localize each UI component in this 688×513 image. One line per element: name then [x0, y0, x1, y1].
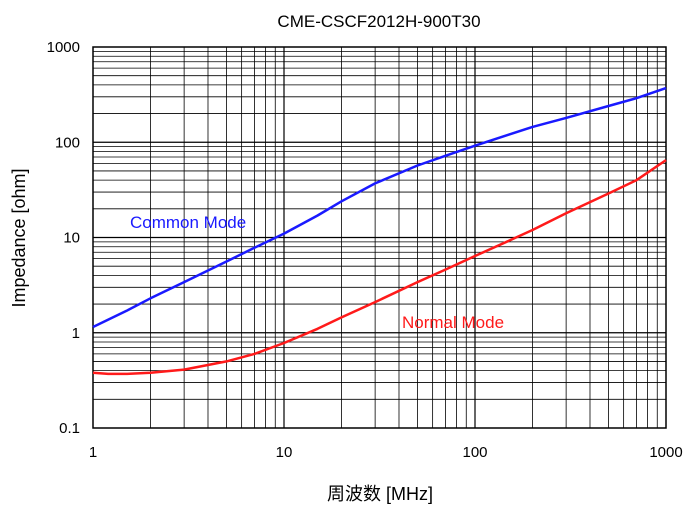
series-label-common-mode: Common Mode: [130, 213, 246, 232]
series-labels: Common Mode Normal Mode: [130, 213, 504, 332]
y-axis-label: Impedance [ohm]: [9, 168, 29, 307]
series-line-common-mode: [92, 86, 667, 329]
x-tick-labels: 1 10 100 1000: [89, 444, 683, 461]
plot-frame: [92, 46, 667, 429]
series-label-normal-mode: Normal Mode: [402, 313, 504, 332]
x-tick-label: 10: [276, 444, 293, 461]
x-axis-label: 周波数 [MHz]: [327, 484, 433, 504]
plot-grid: [93, 47, 666, 428]
x-tick-label: 1: [89, 444, 97, 461]
y-tick-label: 100: [55, 134, 80, 151]
y-tick-label: 1000: [47, 39, 80, 56]
series-line-normal-mode: [92, 159, 667, 376]
y-tick-label: 1: [72, 325, 80, 342]
x-tick-label: 1000: [649, 444, 682, 461]
chart-title: CME-CSCF2012H-900T30: [277, 12, 480, 31]
series-layer: [92, 86, 667, 376]
x-tick-label: 100: [462, 444, 487, 461]
y-tick-labels: 1000 100 10 1 0.1: [47, 39, 80, 437]
y-tick-label: 0.1: [59, 420, 80, 437]
y-tick-label: 10: [63, 230, 80, 247]
